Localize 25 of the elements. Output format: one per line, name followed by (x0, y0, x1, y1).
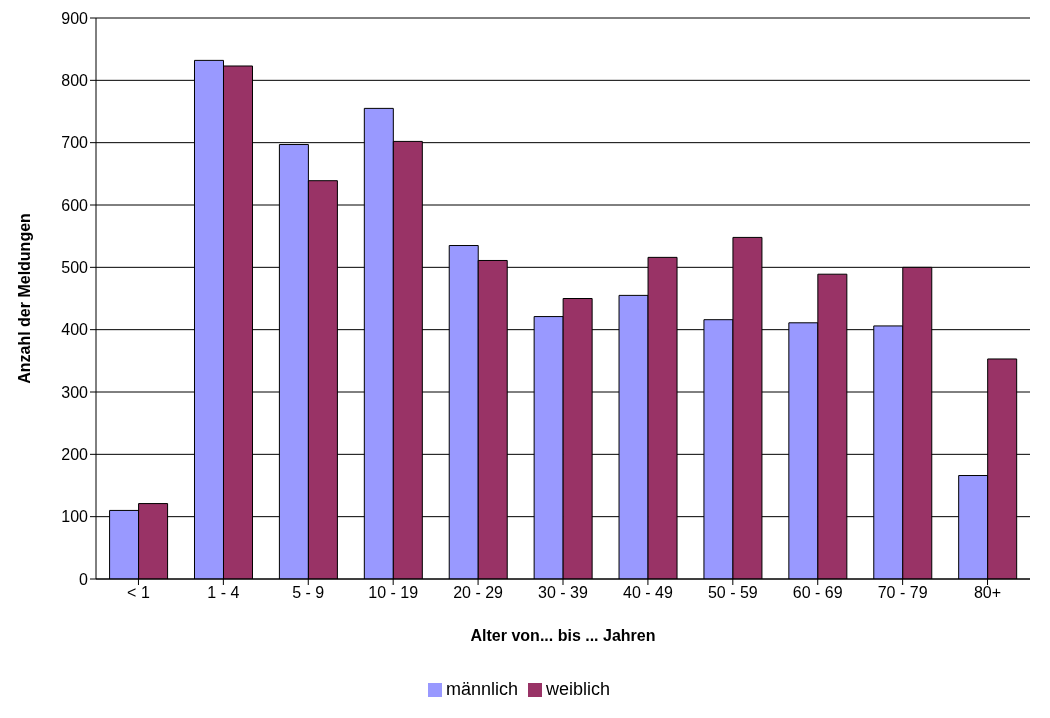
y-tick-label: 600 (61, 196, 89, 214)
x-tick-label: < 1 (127, 584, 150, 602)
legend-label: männlich (445, 679, 518, 699)
y-tick-label: 300 (61, 383, 89, 401)
y-tick-label: 0 (79, 570, 89, 588)
y-tick-label: 800 (61, 72, 89, 90)
x-tick-label: 10 - 19 (368, 584, 419, 602)
y-tick-label: 200 (61, 446, 89, 464)
x-tick-label: 20 - 29 (453, 584, 504, 602)
x-tick-label: 80+ (973, 584, 1002, 602)
y-axis-title: Anzahl der Meldungen (15, 213, 33, 384)
x-tick-label: 30 - 39 (538, 584, 589, 602)
x-tick-label: 40 - 49 (623, 584, 673, 602)
y-tick-label: 900 (61, 9, 89, 27)
x-tick-label: 5 - 9 (292, 584, 325, 602)
y-tick-label: 400 (61, 321, 89, 339)
x-tick-label: 70 - 79 (877, 584, 928, 602)
y-tick-label: 500 (61, 259, 89, 277)
x-tick-label: 1 - 4 (207, 584, 240, 602)
x-axis-title: Alter von... bis ... Jahren (470, 627, 656, 644)
legend-label: weiblich (546, 679, 611, 699)
y-tick-label: 700 (61, 134, 89, 152)
y-tick-label: 100 (61, 508, 89, 526)
x-tick-label: 60 - 69 (792, 584, 843, 602)
x-tick-label: 50 - 59 (707, 584, 758, 602)
